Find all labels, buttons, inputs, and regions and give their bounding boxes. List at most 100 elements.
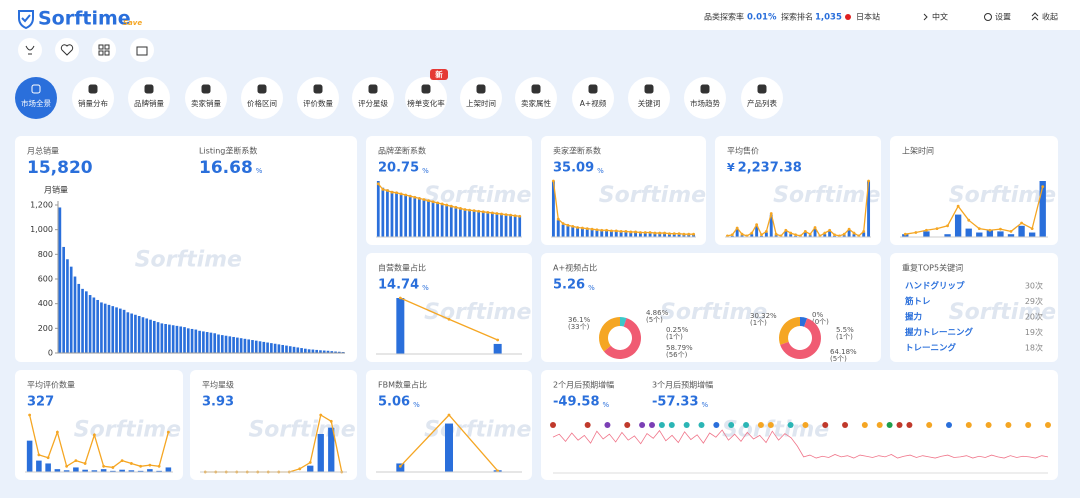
bar [326, 350, 330, 353]
slice-label: 0.25% [666, 326, 689, 334]
bar [490, 212, 494, 237]
bar [160, 323, 164, 353]
tab[interactable] [515, 77, 557, 119]
line-point [561, 222, 565, 225]
grid-icon [98, 50, 104, 56]
line-point [842, 232, 846, 236]
line-point [668, 232, 671, 236]
metric-value: 20.75 [378, 161, 419, 176]
watermark: Sorftime [773, 183, 880, 208]
keyword[interactable]: ハンドグリップ [905, 281, 965, 292]
y-axis-label: 月销量 [44, 185, 68, 195]
donut-slice [620, 317, 627, 327]
line-point [828, 228, 832, 232]
tab[interactable] [684, 77, 726, 119]
bar [126, 312, 130, 353]
slice-count: (1个) [666, 333, 683, 341]
bar [54, 469, 61, 472]
tab[interactable] [241, 77, 283, 119]
tab[interactable] [15, 77, 57, 119]
tab[interactable] [460, 77, 502, 119]
bar [128, 470, 135, 472]
bar [82, 469, 88, 472]
donut-slice [623, 317, 627, 327]
line-point [847, 227, 851, 231]
line-point [769, 212, 773, 215]
line-point [914, 231, 918, 234]
bar [692, 234, 696, 237]
tab[interactable] [405, 77, 447, 119]
line-point [803, 230, 807, 233]
bar [774, 235, 778, 237]
tab-icon [757, 84, 767, 94]
collapse[interactable]: 收起 [1042, 12, 1058, 22]
bar [258, 341, 262, 353]
keyword[interactable]: 筋トレ [904, 296, 931, 307]
bar [213, 333, 217, 353]
logo: Sorftime [38, 8, 131, 30]
heart-icon [60, 44, 74, 56]
metric-value: 2,237.38 [738, 161, 802, 176]
y-tick-label: 800 [38, 250, 53, 259]
bar [281, 344, 285, 353]
bar [923, 231, 930, 237]
bar [408, 195, 412, 237]
bar [404, 194, 408, 237]
bar [687, 234, 691, 237]
tab-icon [700, 84, 710, 94]
card [541, 370, 1058, 480]
bar [789, 234, 793, 237]
keyword-count: 29次 [1025, 296, 1043, 306]
tab-icon [421, 84, 431, 94]
line-point [634, 230, 637, 234]
tab-label: 评价数量 [303, 98, 333, 108]
metric-unit: % [588, 284, 595, 292]
icon-button[interactable] [55, 38, 79, 62]
settings[interactable]: 设置 [995, 12, 1011, 22]
tab[interactable] [352, 77, 394, 119]
metric-unit: % [256, 167, 263, 175]
bar [609, 230, 613, 237]
bar [273, 343, 277, 353]
tab[interactable] [572, 77, 614, 119]
tab[interactable] [628, 77, 670, 119]
line-point [903, 232, 907, 236]
metric-unit: % [597, 167, 604, 175]
tab[interactable] [297, 77, 339, 119]
bar [243, 338, 247, 353]
keyword[interactable]: 握力 [905, 312, 922, 323]
slice-count: (33个) [568, 323, 590, 331]
slice-count: (1个) [836, 333, 853, 341]
metric-label: FBM数量占比 [378, 380, 427, 390]
line-point [427, 199, 430, 203]
tab[interactable] [128, 77, 170, 119]
line-point [619, 230, 623, 233]
bar [66, 259, 69, 353]
bar [73, 467, 79, 472]
logo-icon [18, 10, 34, 30]
slice-count: (1个) [750, 319, 767, 327]
icon-button[interactable] [92, 38, 116, 62]
tab[interactable] [72, 77, 114, 119]
metric-label: 月总销量 [27, 146, 59, 156]
tab[interactable] [741, 77, 783, 119]
grid-icon [98, 44, 104, 50]
event-dot [757, 422, 764, 428]
tab-label: 市场全景 [21, 98, 51, 108]
tab-label: 卖家属性 [521, 98, 551, 108]
bar [624, 231, 628, 237]
icon-button[interactable] [130, 38, 154, 62]
event-dot [1045, 422, 1051, 428]
bar [847, 230, 851, 237]
tab-label: 价格区间 [247, 98, 277, 108]
keyword[interactable]: トレーニング [905, 343, 957, 354]
language[interactable]: 中文 [932, 12, 948, 22]
line-point [946, 224, 949, 228]
keyword-count: 18次 [1025, 343, 1043, 353]
bar [149, 319, 152, 353]
site[interactable]: 日本站 [856, 12, 880, 22]
line-point [500, 212, 503, 216]
tab[interactable] [185, 77, 227, 119]
keyword[interactable]: 握力トレーニング [905, 327, 974, 338]
bar [566, 225, 570, 237]
